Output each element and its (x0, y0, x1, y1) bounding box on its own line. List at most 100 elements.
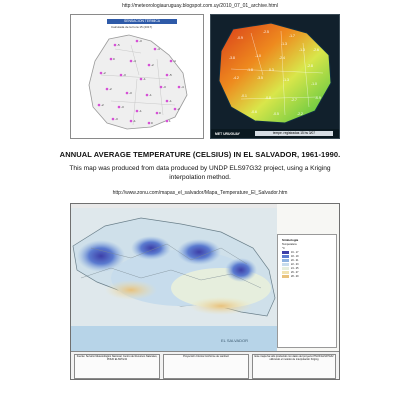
station-reading: -5 (117, 43, 120, 47)
legend-item: 26 - 27 (282, 271, 336, 274)
legend-swatch (282, 259, 289, 262)
legend-swatch (282, 255, 289, 258)
legend-subtitle: Temperatura (282, 243, 297, 246)
station-markers: -5 -3 -4 -4 0 -4 -2 -5 -2 -3 -1 -3 -4 -2 -3 -1 -1 -2 -3 -1 0… (97, 39, 184, 125)
station-reading: -4 (173, 59, 176, 63)
station-dot (105, 87, 109, 91)
legend-label: 20 - 21 (291, 259, 299, 262)
temp-reading: -2.6 (313, 48, 319, 52)
map-footer: Fuente: Servicio Meteorológico Nacional,… (71, 351, 339, 379)
legend-item: 22 - 23 (282, 263, 336, 266)
legend-swatch (282, 251, 289, 254)
station-reading: -3 (129, 91, 132, 95)
station-dot (165, 73, 169, 77)
temperature-map-panel: -0.9 -2.5 -1.7 -2.6 -3.8 -1.0 -2.4 -2.8 -4.2 -3.5… (210, 14, 340, 139)
footer-projection: Proyección Cónica Conforme de Lambert (163, 354, 249, 379)
uruguay-outline-map: -5 -3 -4 -4 0 -4 -2 -5 -2 -3 -1 -3 -4 -2 -3 -1 -1 -2 -3 -1 0… (88, 34, 188, 130)
legend-label: 22 - 23 (291, 263, 299, 266)
temp-reading: -3.5 (257, 76, 263, 80)
station-reading: 0 (159, 111, 161, 115)
station-dot (97, 103, 101, 107)
station-map-panel: SENSACION TERMICA Calculada de la hora 1… (70, 14, 204, 139)
figure-description: This map was produced from data produced… (69, 165, 331, 181)
figure-title: ANNUAL AVERAGE TEMPERATURE (CELSIUS) IN … (59, 150, 341, 159)
station-reading: -5 (169, 73, 172, 77)
temp-reading: -1.7 (289, 34, 295, 38)
station-dot (165, 99, 169, 103)
station-reading: -1 (139, 109, 142, 113)
legend-item: 18 - 19 (282, 255, 336, 258)
legend-item: 28 - 29 (282, 275, 336, 278)
station-reading: -1 (149, 93, 152, 97)
station-reading: -2 (151, 63, 154, 67)
station-dot (173, 107, 177, 111)
legend-item: 20 - 21 (282, 259, 336, 262)
source-url-top[interactable]: http://meteorologiauruguay.blogspot.com.… (122, 3, 278, 9)
temp-reading: -2.8 (307, 64, 313, 68)
temp-reading: -0.9 (315, 96, 321, 100)
station-map-subtitle: Calculada de la hora 15 (2017) (111, 25, 153, 29)
footer-notes: Este mapa ha sido producido con datos de… (252, 354, 336, 379)
station-dot (119, 73, 123, 77)
legend-label: 18 - 19 (291, 255, 299, 258)
station-reading: -2 (177, 107, 180, 111)
station-dot (109, 57, 113, 61)
station-reading: -4 (181, 85, 184, 89)
legend-swatch (282, 271, 289, 274)
station-reading: -3 (121, 105, 124, 109)
temp-reading: 0.3 (269, 68, 274, 72)
temp-reading: -2.7 (291, 98, 297, 102)
temp-reading: -1.3 (281, 42, 287, 46)
legend-swatch (282, 263, 289, 266)
station-dot (99, 71, 103, 75)
station-dot (147, 121, 151, 125)
legend-label: 26 - 27 (291, 271, 299, 274)
el-salvador-temperature-map: EL SALVADOR Simbología Temperatura °C 16… (70, 203, 340, 380)
temp-reading: -2.4 (279, 56, 285, 60)
legend-label: 16 - 17 (291, 251, 299, 254)
station-dot (135, 39, 139, 43)
station-dot (113, 43, 117, 47)
station-reading: -3 (139, 39, 142, 43)
station-reading: -3 (115, 117, 118, 121)
temp-reading: -0.5 (273, 112, 279, 116)
legend-label: 24 - 25 (291, 267, 299, 270)
station-dot (155, 111, 159, 115)
temp-reading: -2.5 (263, 30, 269, 34)
temp-reading: -2.2 (297, 112, 303, 116)
station-reading: -2 (103, 71, 106, 75)
temp-reading: -1.0 (311, 82, 317, 86)
station-dot (165, 119, 169, 123)
legend-swatches: 16 - 17 18 - 19 20 - 21 22 - 23 24 - 25 26 - … (278, 251, 336, 278)
station-dot (145, 93, 149, 97)
station-dot (153, 47, 157, 51)
station-map-header: SENSACION TERMICA (107, 19, 177, 24)
station-dot (159, 85, 163, 89)
gradient-temperature-map: -0.9 -2.5 -1.7 -2.6 -3.8 -1.0 -2.4 -2.8 -4.2 -3.5… (218, 22, 332, 124)
source-url-mid[interactable]: http://www.zonu.com/mapas_el_salvador/Ma… (112, 190, 288, 196)
legend-swatch (282, 267, 289, 270)
temp-map-label: tempe. registradas 15 hs 3/07 (255, 131, 333, 136)
footer-source: Fuente: Servicio Meteorológico Nacional,… (74, 354, 160, 379)
station-dot (177, 85, 181, 89)
temp-reading: -1.3 (283, 78, 289, 82)
temp-reading: -4.2 (233, 76, 239, 80)
el-salvador-heatmap: EL SALVADOR (71, 208, 277, 351)
temp-reading: -1.0 (255, 54, 261, 58)
station-reading: -2 (101, 103, 104, 107)
station-dot (147, 63, 151, 67)
station-reading: -1 (143, 77, 146, 81)
station-dot (169, 59, 173, 63)
station-reading: -1 (133, 119, 136, 123)
temp-reading: -1.8 (247, 68, 253, 72)
legend-unit: °C (282, 247, 285, 250)
map-legend: Simbología Temperatura °C 16 - 17 18 - 19… (277, 234, 337, 348)
station-reading: -3 (163, 85, 166, 89)
station-reading: 0 (113, 57, 115, 61)
station-dot (135, 109, 139, 113)
temp-reading: -0.9 (237, 36, 243, 40)
met-uruguay-brand: MET URUGUAY (215, 132, 240, 136)
station-dot (129, 119, 133, 123)
station-reading: -4 (133, 59, 136, 63)
station-dot (139, 77, 143, 81)
